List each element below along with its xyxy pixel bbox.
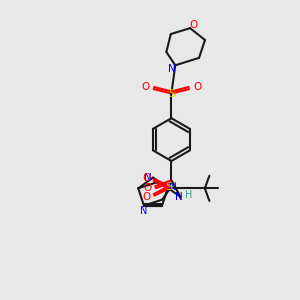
- Text: O: O: [141, 82, 149, 92]
- Text: S: S: [168, 88, 175, 98]
- Text: N: N: [140, 206, 148, 216]
- Text: S: S: [166, 182, 173, 192]
- Text: N: N: [144, 172, 152, 183]
- Text: N: N: [169, 182, 177, 192]
- Text: O: O: [142, 172, 150, 182]
- Text: O: O: [143, 183, 151, 193]
- Text: O: O: [194, 82, 202, 92]
- Text: N: N: [175, 192, 183, 202]
- Text: O: O: [189, 20, 197, 30]
- Text: H: H: [185, 190, 192, 200]
- Text: O: O: [142, 192, 150, 202]
- Text: N: N: [167, 64, 175, 74]
